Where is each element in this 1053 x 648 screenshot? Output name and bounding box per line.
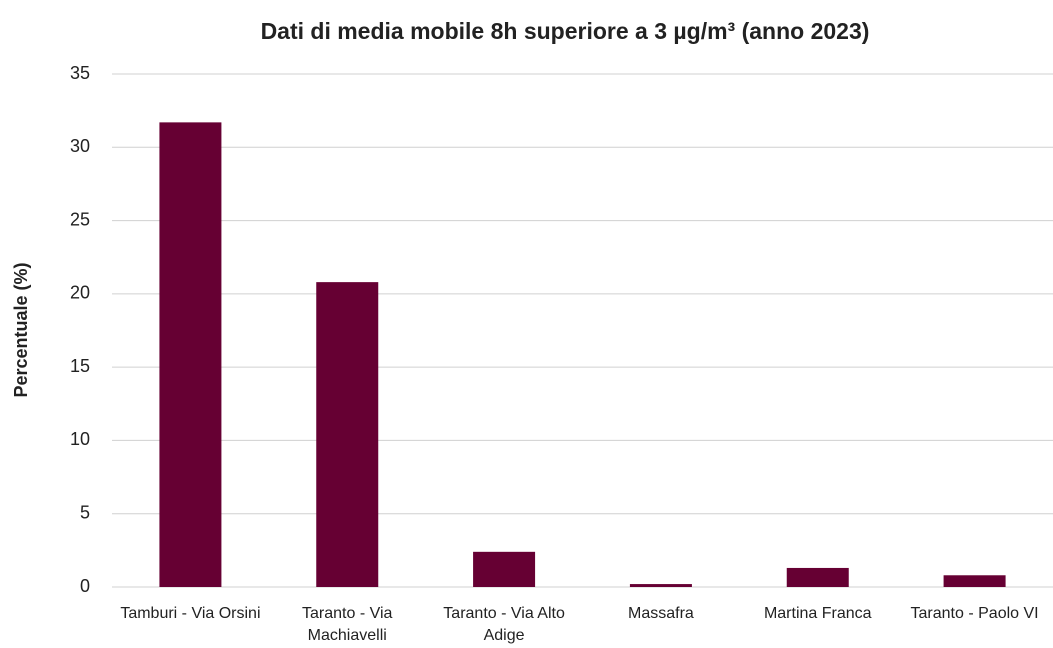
y-tick-label: 10 bbox=[70, 429, 90, 449]
x-tick-label: Taranto - Paolo VI bbox=[911, 605, 1039, 622]
bar bbox=[943, 575, 1006, 587]
y-tick-label: 5 bbox=[80, 502, 90, 522]
bar bbox=[316, 282, 379, 587]
y-tick-label: 25 bbox=[70, 209, 90, 229]
x-tick-label: Taranto - Via Machiavelli bbox=[302, 605, 393, 644]
x-tick-label: Massafra bbox=[628, 605, 694, 622]
bar bbox=[473, 551, 536, 587]
y-tick-label: 30 bbox=[70, 136, 90, 156]
chart-title: Dati di media mobile 8h superiore a 3 µg… bbox=[261, 18, 870, 44]
x-tick-label: Taranto - Via Alto Adige bbox=[443, 605, 565, 644]
bar bbox=[159, 122, 222, 588]
x-tick-label: Martina Franca bbox=[764, 605, 872, 622]
y-tick-label: 0 bbox=[80, 576, 90, 596]
y-tick-label: 35 bbox=[70, 63, 90, 83]
bar bbox=[629, 584, 692, 587]
y-axis-label: Percentuale (%) bbox=[11, 262, 31, 397]
bar bbox=[786, 567, 849, 587]
x-tick-label: Tamburi - Via Orsini bbox=[120, 605, 260, 622]
y-tick-label: 20 bbox=[70, 283, 90, 303]
y-tick-label: 15 bbox=[70, 356, 90, 376]
